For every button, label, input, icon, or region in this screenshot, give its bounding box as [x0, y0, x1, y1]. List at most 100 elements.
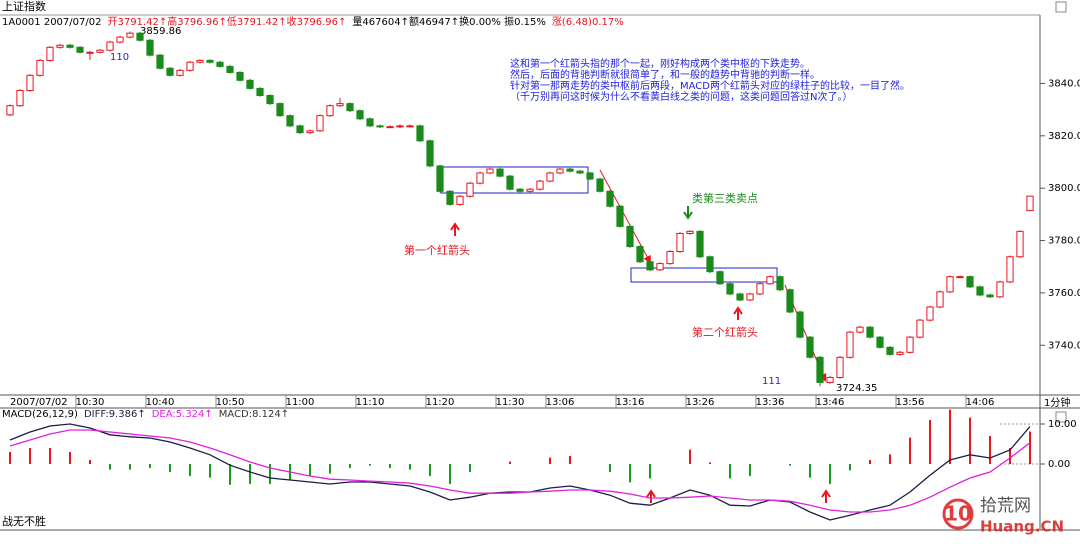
y-tick-label: 3780.00 [1048, 236, 1080, 247]
macd-line [9, 429, 1031, 513]
window-icon[interactable] [1055, 1, 1067, 13]
candle-body [726, 283, 734, 295]
candle-body [896, 351, 904, 355]
legend-entry: MACD:8.124↑ [219, 409, 289, 420]
y-tick-label: 0.00 [1048, 459, 1070, 470]
candle-body [106, 41, 114, 51]
x-tick-label: 10:50 [216, 397, 245, 408]
candle-body [826, 376, 834, 383]
candle-body [326, 105, 334, 117]
x-tick-label: 10:40 [146, 397, 175, 408]
candle-body [186, 61, 194, 71]
x-tick-label: 13:16 [616, 397, 645, 408]
candle-body [146, 39, 154, 56]
candle-body [696, 230, 704, 258]
x-tick-label: 11:30 [496, 397, 525, 408]
candle-body [886, 346, 894, 355]
candle-body [76, 46, 84, 53]
candle-body [736, 293, 744, 301]
annotation: （千万别再问这时候为什么不看黄白线之类的问题，这类问题回答过N次了。） [510, 90, 852, 103]
x-tick-label: 13:56 [896, 397, 925, 408]
candle-body [286, 115, 294, 127]
annotation: 这和第一个红箭头指的那个一起，刚好构成两个类中枢的下跌走势。 [510, 57, 810, 70]
candle-body [236, 71, 244, 81]
candle-body [626, 225, 634, 248]
high-label: 3859.86 [140, 26, 181, 37]
candle-body [856, 326, 864, 333]
footer: 战无不胜 [2, 514, 46, 528]
candle-body [476, 172, 484, 184]
candle-body [556, 168, 564, 174]
candle-body [796, 311, 804, 338]
candle-body [296, 125, 304, 134]
candle-body [316, 115, 324, 132]
annotation: 110 [110, 52, 129, 63]
candle-body [156, 54, 164, 69]
info-item: 量467604↑额46947↑换0.00% 振0.15% [352, 15, 545, 28]
candle-body [456, 195, 464, 205]
candle-body [646, 261, 654, 271]
candle-body [906, 336, 914, 353]
candle-body [686, 230, 694, 234]
candle-body [86, 51, 94, 54]
x-tick-label: 11:10 [356, 397, 385, 408]
legend-entry: DEA:5.324↑ [152, 409, 213, 420]
candle-body [966, 276, 974, 288]
candle-body [436, 165, 444, 192]
x-tick-label: 13:26 [686, 397, 715, 408]
candle-body [776, 276, 784, 291]
candle-body [1006, 256, 1014, 283]
window-icon[interactable] [1055, 411, 1067, 423]
candle-body [1016, 230, 1024, 258]
candle-body [746, 293, 754, 301]
candle-body [956, 276, 964, 279]
annotation: 第一个红箭头 [404, 243, 470, 257]
candle-body [756, 283, 764, 295]
candle-body [16, 90, 24, 107]
x-tick-label: 11:00 [286, 397, 315, 408]
candle-body [536, 180, 544, 190]
candle-body [546, 172, 554, 182]
candle-body [126, 32, 134, 38]
legend-title: MACD(26,12,9) [2, 409, 78, 420]
macd-legend: MACD(26,12,9) DIFF:9.386↑ DEA:5.324↑ MACD:8… [2, 409, 289, 420]
x-tick-label: 13:46 [816, 397, 845, 408]
candle-body [976, 286, 984, 296]
candle-body [876, 336, 884, 348]
candle-body [116, 36, 124, 43]
info-line: 1A0001 2007/07/02 开3791.42↑高3796.96↑低3791… [2, 15, 624, 28]
candle-body [986, 294, 994, 298]
candle-body [576, 170, 584, 174]
candle-body [816, 356, 824, 383]
x-tick-label: 2007/07/02 [10, 397, 68, 408]
candle-body [136, 32, 144, 41]
candle-body [596, 178, 604, 192]
period-label: 1分钟 [1044, 396, 1070, 409]
y-tick-label: 3840.00 [1048, 78, 1080, 89]
candle-body [996, 281, 1004, 298]
candle-body [6, 105, 14, 116]
candle-body [26, 74, 34, 92]
red-arrow [733, 306, 743, 320]
candle-body [306, 130, 314, 134]
candle-body [336, 103, 344, 107]
site-name: 拾荒网 [980, 496, 1031, 516]
candle-body [376, 125, 384, 128]
candle-body [666, 251, 674, 265]
candle-body [676, 232, 684, 253]
annotation: 第二个红箭头 [692, 325, 758, 339]
annotation: 针对第一那两走势的类中枢前后两段，MACD两个红箭头对应的绿柱子的比较，一目了然… [510, 79, 910, 92]
red-arrow [450, 222, 460, 236]
x-tick-label: 13:06 [546, 397, 575, 408]
info-item: 1A0001 2007/07/02 [2, 17, 101, 28]
candle-body [806, 336, 814, 358]
logo-ring [942, 498, 974, 530]
candle-body [766, 276, 774, 285]
candle-body [266, 94, 274, 105]
candle-body [216, 61, 224, 67]
candle-body [586, 172, 594, 180]
candle-body [446, 190, 454, 205]
candle-body [656, 263, 664, 271]
candle-body [706, 256, 714, 273]
